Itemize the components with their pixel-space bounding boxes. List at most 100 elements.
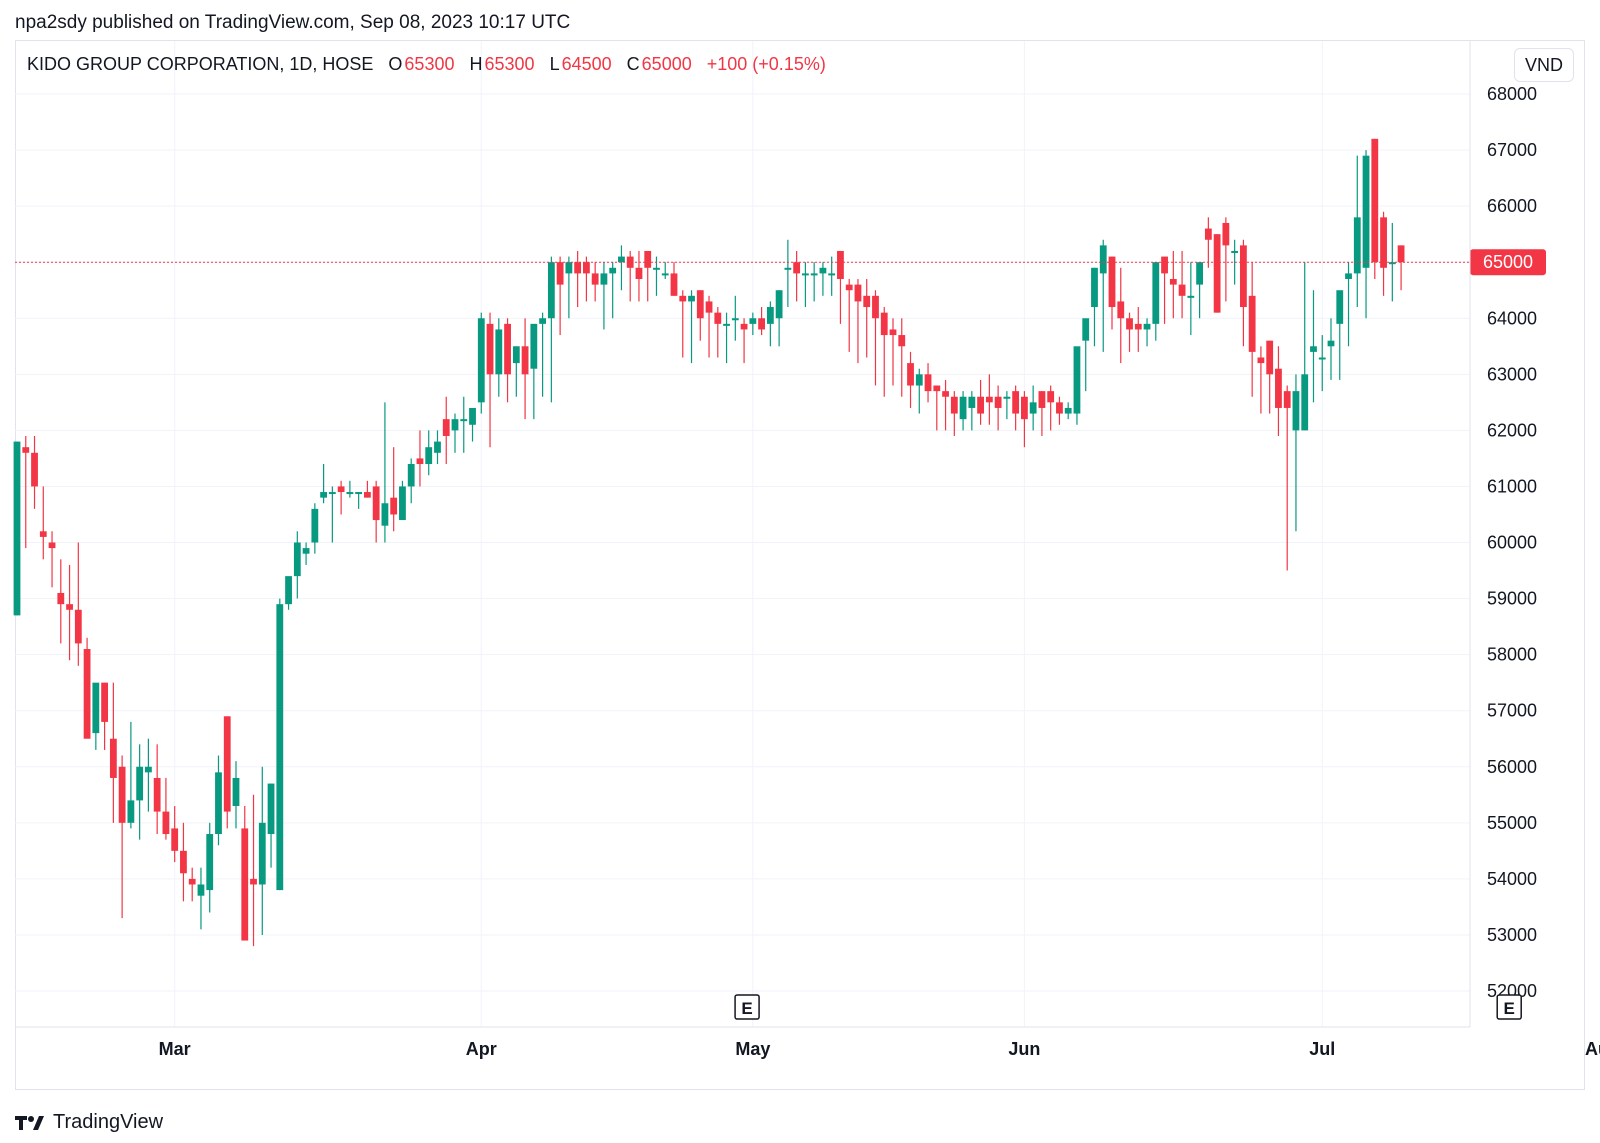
candle-body (915, 374, 923, 386)
candle-up (381, 402, 389, 543)
candle-up (276, 598, 284, 891)
candle-up (1082, 318, 1090, 392)
candle-up (661, 262, 669, 280)
candle-down (837, 250, 844, 324)
candle-body (530, 323, 538, 369)
candle-down (977, 379, 984, 425)
candle-down (83, 637, 91, 739)
y-tick-label: 58000 (1487, 645, 1537, 665)
candle-down (171, 805, 179, 863)
candle-body (250, 878, 257, 885)
candle-body (83, 649, 91, 739)
ohlc-legend: KIDO GROUP CORPORATION, 1D, HOSE O 65300 … (27, 54, 836, 75)
candle-up (215, 755, 222, 846)
candle-up (609, 262, 617, 319)
candle-down (1275, 346, 1282, 436)
candle-body (206, 834, 214, 891)
candle-body (127, 800, 135, 823)
candle-body (889, 329, 897, 336)
x-tick-label: Jul (1309, 1039, 1335, 1059)
candle-up (407, 458, 415, 504)
candle-down (1240, 239, 1247, 347)
candle-down (390, 447, 398, 532)
candle-body (635, 267, 643, 280)
candle-down (863, 279, 871, 358)
candle-body (793, 262, 801, 274)
candle-body (364, 492, 371, 498)
candle-body (66, 604, 73, 610)
candle-body (1371, 138, 1379, 263)
candle-up (320, 464, 327, 504)
candle-down (1117, 267, 1125, 364)
candle-body (539, 318, 546, 324)
footer-logo[interactable]: TradingView (15, 1111, 163, 1134)
x-tick-label: May (735, 1039, 770, 1059)
candle-body (118, 766, 126, 823)
candle-down (1047, 385, 1055, 431)
candle-body (1108, 256, 1116, 308)
candle-body (1353, 217, 1361, 274)
candle-down (942, 379, 949, 431)
candle-down (758, 307, 765, 336)
candle-up (1099, 239, 1107, 352)
y-tick-label: 67000 (1487, 140, 1537, 160)
candle-down (1380, 211, 1387, 296)
candle-up (547, 256, 555, 403)
candle-down (1134, 307, 1142, 352)
candle-body (1292, 391, 1300, 431)
y-tick-label: 66000 (1487, 196, 1537, 216)
candle-body (521, 346, 529, 375)
candle-down (1371, 138, 1379, 280)
candle-down (162, 777, 170, 840)
y-tick-label: 68000 (1487, 84, 1537, 104)
change-value: +100 (+0.15%) (706, 54, 826, 74)
candle-down (486, 312, 494, 448)
candle-up (1143, 318, 1151, 347)
candle-body (57, 592, 65, 605)
candle-body (1318, 357, 1326, 360)
candle-body (766, 307, 774, 324)
candle-up (1318, 335, 1326, 392)
candle-body (372, 486, 380, 521)
candle-body (48, 542, 56, 549)
candle-up (1353, 155, 1361, 308)
candle-down (1126, 312, 1133, 352)
candle-body (1213, 234, 1221, 313)
candle-body (1248, 295, 1256, 352)
candle-body (810, 273, 818, 276)
candle-body (731, 318, 739, 321)
candle-body (1397, 245, 1405, 263)
candle-down (1257, 346, 1265, 414)
candle-up (688, 290, 695, 364)
candle-body (162, 811, 170, 835)
candle-down (872, 290, 879, 386)
candle-up (206, 822, 214, 913)
candle-up (512, 346, 520, 397)
candle-down (1222, 217, 1230, 302)
candle-body (407, 464, 415, 487)
y-tick-label: 62000 (1487, 420, 1537, 440)
candle-body (994, 396, 1002, 408)
currency-button[interactable]: VND (1514, 48, 1574, 82)
candle-down (118, 755, 126, 919)
candle-body (1257, 357, 1265, 364)
tradingview-logo-icon (15, 1115, 44, 1130)
candle-body (285, 576, 292, 605)
candle-body (1082, 318, 1090, 341)
candle-body (1012, 391, 1020, 414)
candle-body (661, 273, 669, 276)
candle-down (793, 250, 801, 302)
candle-down (521, 318, 529, 420)
candle-body (1161, 256, 1168, 274)
candle-body (390, 497, 398, 515)
candle-down (644, 250, 652, 302)
candle-body (985, 396, 993, 403)
candle-body (1021, 396, 1028, 420)
candle-body (1152, 262, 1160, 324)
y-tick-label: 63000 (1487, 364, 1537, 384)
candle-up (127, 721, 135, 829)
candle-body (442, 419, 450, 436)
y-tick-label: 53000 (1487, 925, 1537, 945)
candle-body (1099, 245, 1107, 274)
